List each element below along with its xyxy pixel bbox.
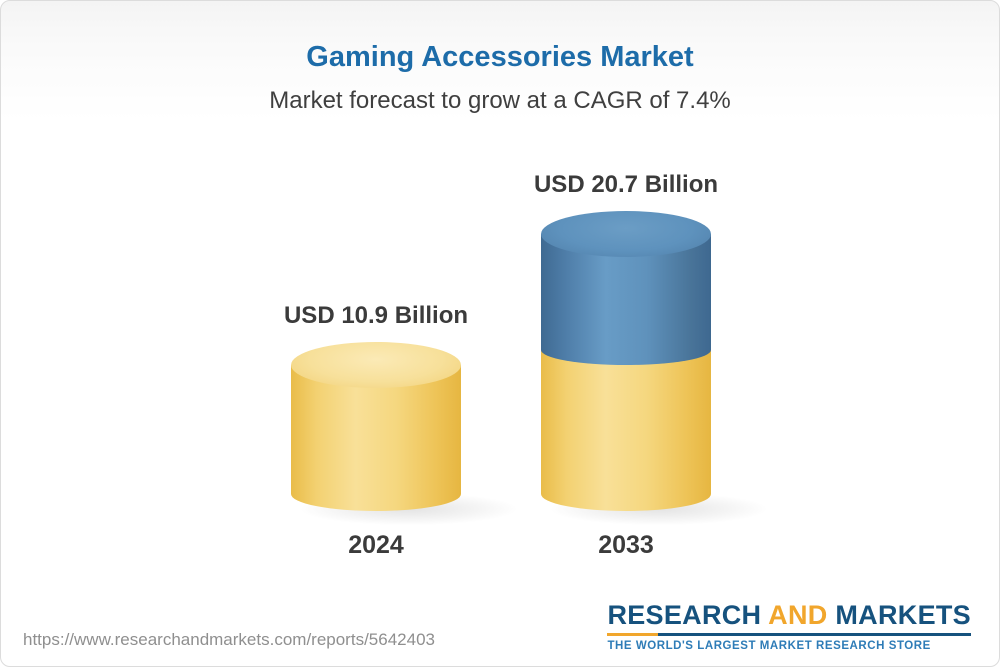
bar-group-2033: USD 20.7 Billion 2033 [534,171,766,559]
category-label-2033: 2033 [598,531,654,559]
logo-tagline: THE WORLD'S LARGEST MARKET RESEARCH STOR… [607,640,931,652]
cylinder-2033 [541,211,711,511]
value-label-2033: USD 20.7 Billion [533,171,719,198]
page-subtitle: Market forecast to grow at a CAGR of 7.4… [269,87,731,114]
value-label-2024: USD 10.9 Billion [283,302,469,329]
logo-divider-rule [607,633,971,636]
cylinder-2033-top-face [541,211,711,257]
bar-group-2024: USD 10.9 Billion 2024 [284,302,516,559]
logo-word-research: RESEARCH [607,600,762,630]
cylinder-2024-body [291,342,461,511]
cylinder-2024 [291,342,461,511]
page-title: Gaming Accessories Market [306,41,694,73]
cylinder-2033-growth-segment [541,211,711,365]
logo-wordmark: RESEARCH AND MARKETS [607,600,971,631]
cylinder-2024-top-face [291,342,461,388]
logo-word-and: AND [768,600,828,630]
category-label-2024: 2024 [348,531,404,559]
logo-word-markets: MARKETS [835,600,971,630]
report-url[interactable]: https://www.researchandmarkets.com/repor… [23,630,435,649]
cylinder-2033-base-segment [541,349,711,511]
research-and-markets-logo[interactable]: RESEARCH AND MARKETS THE WORLD'S LARGEST… [607,600,971,652]
